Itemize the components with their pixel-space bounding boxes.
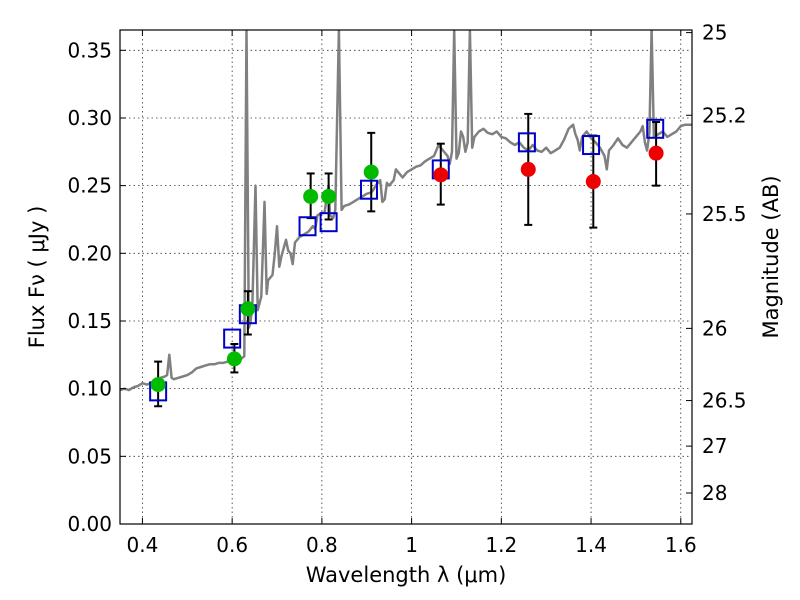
x-tick-label: 0.8: [306, 533, 338, 557]
observed-photometry-point: [433, 167, 449, 183]
y-tick-label: 0.25: [67, 174, 112, 198]
observed-photometry-point: [240, 301, 256, 317]
y-tick-label: 0.20: [67, 241, 112, 265]
y2-tick-label: 25: [702, 21, 727, 45]
model-spectrum-line: [120, 30, 692, 392]
observed-photometry-point: [363, 164, 379, 180]
model-photometry-square: [582, 135, 601, 156]
y-tick-label: 0.05: [67, 444, 112, 468]
y-tick-label: 0.30: [67, 106, 112, 130]
x-tick-label: 1.2: [485, 533, 517, 557]
x-tick-label: 0.6: [216, 533, 248, 557]
observed-photometry-point: [321, 188, 337, 204]
x-axis: 0.4 0.6 0.8 1 1.2 1.4 1.6: [127, 30, 697, 557]
y2-tick-label: 26: [702, 316, 727, 340]
plot-area: [120, 30, 692, 408]
y-tick-label: 0.15: [67, 309, 112, 333]
y2-tick-label: 28: [702, 481, 727, 505]
y2-tick-label: 25.2: [702, 103, 747, 127]
observed-photometry-point: [226, 351, 242, 367]
y-axis-label: Flux Fν ( μJy ): [25, 206, 49, 349]
observed-photometry-point: [520, 161, 536, 177]
y2-tick-label: 25.5: [702, 202, 747, 226]
y2-axis-label: Magnitude (AB): [759, 175, 783, 338]
observed-photometry-point: [585, 174, 601, 190]
y-tick-label: 0.35: [67, 38, 112, 62]
observed-photometry-point: [303, 188, 319, 204]
observed-photometry-point: [648, 145, 664, 161]
y-tick-label: 0.00: [67, 512, 112, 536]
model-photometry-square: [517, 132, 536, 153]
plot-frame: [119, 29, 693, 525]
x-tick-label: 0.4: [127, 533, 159, 557]
grid-lines: [120, 30, 692, 525]
y-axis-left: 0.00 0.05 0.10 0.15 0.20 0.25 0.30 0.35: [67, 38, 126, 536]
x-tick-label: 1: [405, 533, 418, 557]
y2-tick-label: 26.5: [702, 389, 747, 413]
model-photometry-square: [646, 118, 665, 139]
model-photometry-square: [319, 212, 338, 233]
observed-photometry-point: [150, 377, 166, 393]
x-axis-label: Wavelength λ (μm): [306, 563, 507, 587]
model-photometry-square: [298, 216, 317, 237]
y-tick-label: 0.10: [67, 377, 112, 401]
x-tick-label: 1.6: [665, 533, 697, 557]
model-photometry-square: [359, 179, 378, 200]
y-axis-right: 25 25.2 25.5 26 26.5 27 28: [686, 21, 747, 505]
model-photometry-square: [223, 328, 242, 349]
data-series: [120, 30, 692, 408]
x-tick-label: 1.4: [575, 533, 607, 557]
y2-tick-label: 27: [702, 434, 727, 458]
